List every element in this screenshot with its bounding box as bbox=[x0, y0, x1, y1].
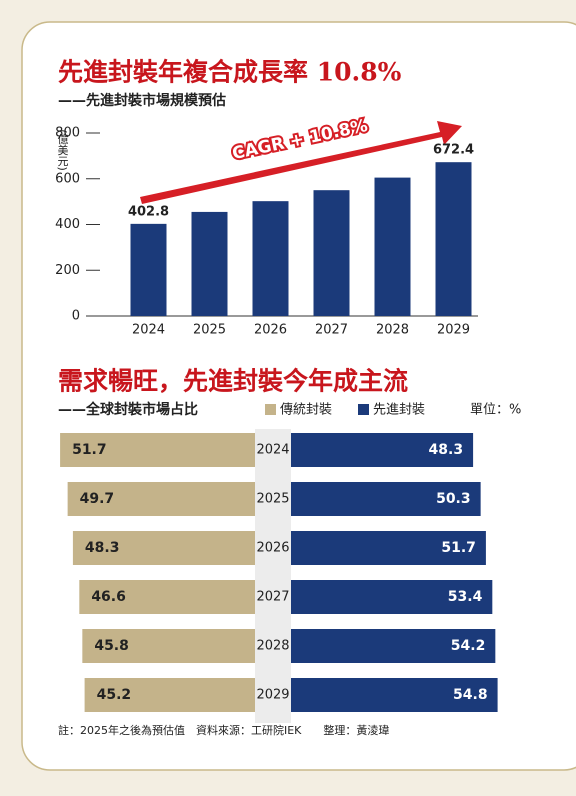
value-label: 48.3 bbox=[85, 540, 120, 556]
x-tick-label: 2028 bbox=[376, 323, 409, 338]
bar bbox=[72, 531, 255, 565]
y-axis-label: (億美元) bbox=[56, 129, 69, 171]
bar bbox=[82, 629, 255, 663]
row-label: 2028 bbox=[256, 639, 289, 654]
bar bbox=[130, 223, 167, 316]
value-label: 54.8 bbox=[453, 687, 488, 703]
cagr-arrow bbox=[140, 121, 462, 204]
y-tick-label: 400 bbox=[55, 217, 80, 232]
bar bbox=[291, 580, 493, 614]
y-tick-label: 600 bbox=[55, 171, 80, 186]
x-tick-label: 2026 bbox=[254, 323, 287, 338]
x-tick-label: 2025 bbox=[193, 323, 226, 338]
value-label: 45.8 bbox=[94, 638, 129, 654]
value-label: 51.7 bbox=[441, 540, 476, 556]
bar bbox=[67, 482, 255, 516]
note: 註：2025年之後為預估值 資料來源：工研院IEK 整理：黃淩瑋 bbox=[58, 723, 389, 737]
bar bbox=[84, 678, 255, 712]
bar bbox=[313, 190, 350, 316]
chart-subtitle: ——先進封裝市場規模預估 bbox=[58, 92, 226, 109]
bar bbox=[374, 177, 411, 316]
y-tick-label: 0 bbox=[72, 309, 80, 324]
value-label: 49.7 bbox=[80, 491, 115, 507]
bar bbox=[191, 211, 228, 316]
value-label: 54.2 bbox=[451, 638, 486, 654]
center-strip bbox=[255, 429, 291, 723]
value-label: 402.8 bbox=[128, 204, 169, 219]
bar bbox=[435, 162, 472, 316]
value-label: 672.4 bbox=[433, 143, 474, 158]
bar bbox=[79, 580, 256, 614]
bar bbox=[291, 678, 498, 712]
bar bbox=[291, 433, 474, 467]
row-label: 2029 bbox=[256, 688, 289, 703]
row-label: 2027 bbox=[256, 590, 289, 605]
value-label: 48.3 bbox=[429, 442, 464, 458]
chart-title: 需求暢旺，先進封裝今年成主流 bbox=[58, 367, 408, 396]
y-tick-label: 800 bbox=[55, 126, 80, 141]
value-label: 50.3 bbox=[436, 491, 471, 507]
bar bbox=[291, 629, 496, 663]
bar bbox=[60, 433, 255, 467]
bar bbox=[291, 531, 486, 565]
legend-swatch bbox=[265, 404, 276, 415]
value-label: 45.2 bbox=[97, 687, 132, 703]
unit-label: 單位：% bbox=[470, 403, 521, 418]
row-label: 2024 bbox=[256, 443, 289, 458]
value-label: 53.4 bbox=[448, 589, 483, 605]
chart-subtitle: ——全球封裝市場占比 bbox=[58, 401, 198, 418]
x-tick-label: 2024 bbox=[132, 323, 165, 338]
bar bbox=[291, 482, 481, 516]
value-label: 46.6 bbox=[91, 589, 126, 605]
legend-swatch bbox=[358, 404, 369, 415]
legend-label: 傳統封裝 bbox=[280, 403, 332, 418]
bar bbox=[252, 201, 289, 316]
y-tick-label: 200 bbox=[55, 263, 80, 278]
legend-label: 先進封裝 bbox=[373, 403, 425, 418]
chart-title: 先進封裝年複合成長率 10.8% bbox=[58, 58, 402, 87]
x-tick-label: 2027 bbox=[315, 323, 348, 338]
row-label: 2025 bbox=[256, 492, 289, 507]
row-label: 2026 bbox=[256, 541, 289, 556]
value-label: 51.7 bbox=[72, 442, 107, 458]
x-tick-label: 2029 bbox=[437, 323, 470, 338]
